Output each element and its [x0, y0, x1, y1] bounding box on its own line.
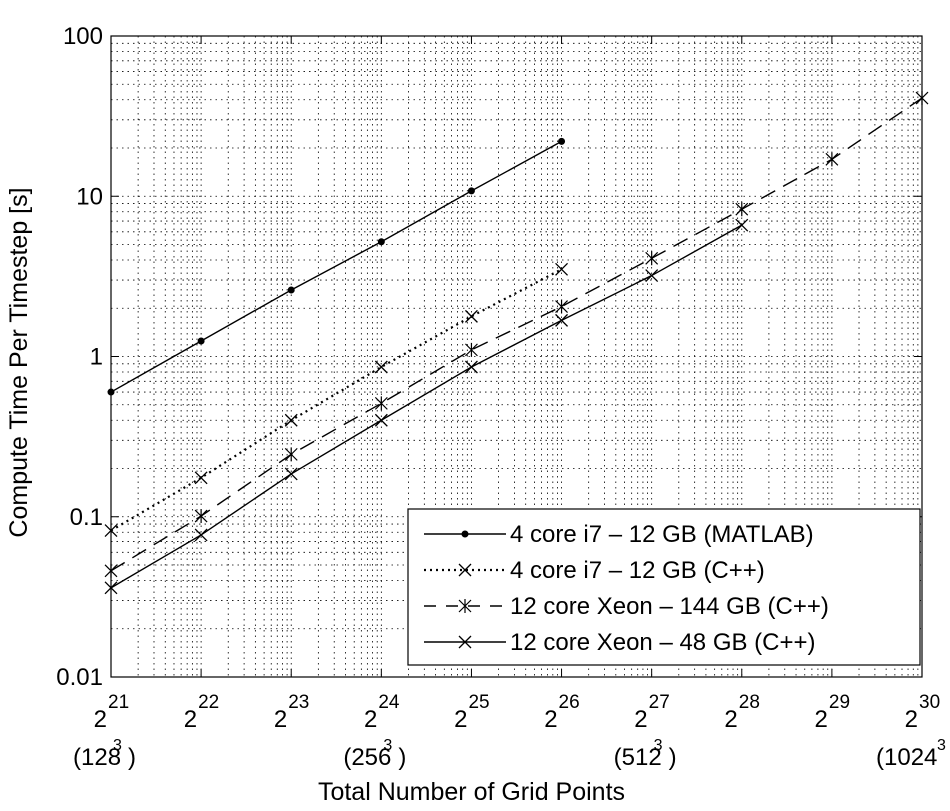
x-tick-sublabel-close: ) — [398, 744, 406, 771]
legend-item: 12 core Xeon – 144 GB (C++) — [424, 593, 829, 620]
legend-item: 12 core Xeon – 48 GB (C++) — [424, 629, 816, 656]
data-point — [735, 202, 749, 217]
y-tick-label: 1 — [90, 344, 103, 371]
x-tick-label-base: 2 — [724, 706, 737, 733]
data-point — [284, 447, 298, 462]
data-point — [194, 471, 208, 485]
data-point — [284, 467, 298, 481]
y-tick-labels: 0.01 0.1 1 10 100 — [56, 23, 103, 691]
x-tick-label-exponent: 21 — [108, 692, 129, 713]
x-tick-label-base: 2 — [544, 706, 557, 733]
x-tick-sublabel-exponent: 3 — [113, 737, 122, 754]
legend-items: 4 core i7 – 12 GB (MATLAB) 4 core i7 – 12… — [424, 521, 829, 656]
x-tick-label-exponent: 23 — [288, 692, 309, 713]
data-point — [284, 413, 298, 427]
data-point — [461, 530, 469, 538]
x-axis-title: Total Number of Grid Points — [318, 778, 625, 806]
x-tick-label-base: 2 — [905, 706, 918, 733]
x-tick-label-exponent: 26 — [559, 692, 580, 713]
y-tick-label: 100 — [63, 23, 103, 50]
legend: 4 core i7 – 12 GB (MATLAB) 4 core i7 – 12… — [407, 508, 921, 666]
data-point — [374, 360, 388, 374]
series-line — [110, 97, 923, 572]
x-tick-label-exponent: 28 — [739, 692, 760, 713]
x-tick-sublabel-exponent: 3 — [383, 737, 392, 754]
data-point — [825, 152, 839, 167]
data-point — [458, 599, 472, 613]
data-point — [458, 563, 472, 577]
x-tick-sublabel-exponent: 3 — [937, 737, 946, 754]
data-point — [465, 342, 478, 357]
data-point — [458, 635, 472, 649]
series-line — [110, 224, 743, 589]
data-point — [735, 218, 749, 232]
legend-item: 4 core i7 – 12 GB (C++) — [424, 557, 765, 584]
y-tick-label: 0.1 — [70, 504, 103, 531]
series-line — [110, 140, 562, 393]
x-tick-sublabel: (256 — [343, 744, 391, 771]
y-axis-title: Compute Time Per Timestep [s] — [5, 187, 33, 537]
x-tick-label-exponent: 25 — [468, 692, 489, 713]
series-group — [104, 91, 929, 595]
x-tick-label-base: 2 — [454, 706, 467, 733]
data-point — [555, 313, 569, 327]
x-tick-labels: 221(1283)222223224(2563)225226227(5123)2… — [73, 692, 946, 771]
x-tick-sublabel-close: ) — [128, 744, 136, 771]
x-tick-label-base: 2 — [94, 706, 107, 733]
data-point — [555, 299, 568, 314]
data-point — [374, 396, 388, 411]
data-point — [377, 238, 385, 246]
x-tick-label-exponent: 24 — [378, 692, 400, 713]
data-point — [464, 309, 478, 323]
data-point — [555, 262, 569, 276]
x-tick-sublabel-close: ) — [669, 744, 677, 771]
legend-label: 12 core Xeon – 144 GB (C++) — [510, 593, 829, 620]
x-tick-label-exponent: 30 — [919, 692, 940, 713]
legend-box — [407, 508, 921, 666]
series-line — [110, 268, 563, 532]
x-tick-label-base: 2 — [184, 706, 197, 733]
data-point — [194, 509, 208, 524]
data-point — [197, 337, 205, 345]
data-point — [194, 528, 208, 542]
x-tick-label-base: 2 — [634, 706, 647, 733]
data-point — [645, 251, 659, 266]
x-tick-label-exponent: 22 — [198, 692, 219, 713]
data-point — [464, 360, 478, 374]
x-tick-label-base: 2 — [364, 706, 377, 733]
legend-label: 4 core i7 – 12 GB (MATLAB) — [510, 521, 814, 548]
legend-label: 12 core Xeon – 48 GB (C++) — [510, 629, 816, 656]
y-tick-label: 0.01 — [56, 664, 103, 691]
x-tick-label-base: 2 — [274, 706, 287, 733]
x-tick-label-exponent: 27 — [649, 692, 670, 713]
x-tick-sublabel: (128 — [73, 744, 121, 771]
data-point — [645, 269, 659, 283]
data-point — [287, 286, 295, 294]
axis-ticks — [110, 35, 923, 678]
x-tick-label-base: 2 — [815, 706, 828, 733]
data-point — [374, 413, 388, 427]
x-tick-sublabel-exponent: 3 — [654, 737, 663, 754]
legend-label: 4 core i7 – 12 GB (C++) — [510, 557, 765, 584]
series-1 — [107, 137, 566, 396]
x-tick-sublabel: (512 — [614, 744, 662, 771]
x-tick-label-exponent: 29 — [829, 692, 850, 713]
data-point — [467, 187, 475, 195]
data-point — [558, 137, 566, 145]
y-tick-label: 10 — [76, 183, 103, 210]
legend-item: 4 core i7 – 12 GB (MATLAB) — [424, 521, 814, 548]
x-tick-sublabel: (1024 — [876, 744, 937, 771]
